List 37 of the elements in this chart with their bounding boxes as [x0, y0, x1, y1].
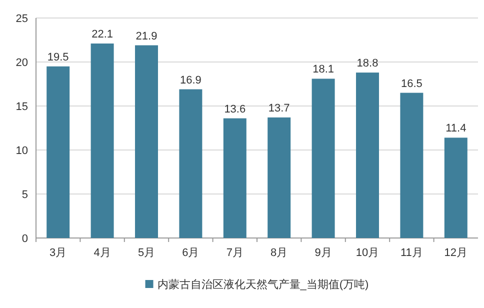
data-label: 13.7: [268, 102, 290, 114]
data-label: 16.5: [400, 78, 422, 90]
data-label: 19.5: [47, 51, 69, 64]
x-tick-label: 4月: [94, 247, 111, 259]
bar: [179, 89, 202, 238]
data-label: 21.9: [136, 30, 158, 42]
bar: [268, 117, 291, 238]
data-label: 22.1: [92, 28, 114, 41]
y-tick-label: 20: [16, 57, 28, 69]
bar: [400, 92, 424, 238]
y-tick-label: 25: [16, 13, 28, 25]
data-label: 13.6: [224, 103, 246, 116]
bar: [90, 44, 114, 238]
data-label: 16.9: [180, 74, 202, 86]
x-tick-label: 7月: [226, 247, 244, 259]
x-tick-label: 3月: [50, 247, 67, 259]
data-label: 18.8: [356, 58, 378, 70]
y-tick-label: 10: [16, 145, 28, 157]
x-tick-label: 12月: [444, 247, 468, 259]
bar: [356, 72, 379, 238]
bar: [312, 78, 335, 238]
x-tick-label: 11月: [400, 247, 423, 259]
y-tick-label: 5: [22, 189, 28, 201]
bar: [135, 45, 158, 238]
y-tick-label: 0: [22, 233, 28, 245]
x-tick-label: 10月: [356, 247, 380, 259]
x-tick-label: 6月: [182, 247, 200, 259]
y-tick-label: 15: [16, 101, 28, 113]
bar: [46, 66, 70, 238]
x-tick-label: 5月: [138, 247, 156, 259]
x-tick-label: 8月: [270, 247, 288, 259]
x-tick-label: 9月: [314, 247, 332, 259]
data-label: 18.1: [312, 64, 334, 76]
bar: [223, 118, 246, 238]
bar: [444, 138, 468, 238]
data-label: 11.4: [446, 122, 466, 135]
legend-label: 内蒙古自治区液化天然气产量_当期值(万吨): [157, 278, 369, 291]
